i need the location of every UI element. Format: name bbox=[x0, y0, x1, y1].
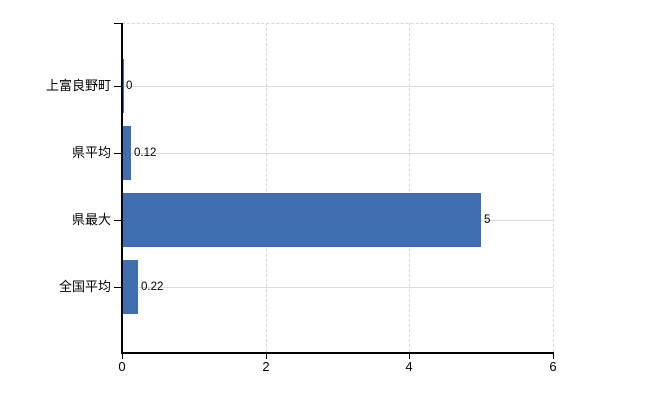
y-axis-label: 全国平均 bbox=[58, 279, 111, 294]
x-axis-label: 0 bbox=[118, 359, 126, 374]
x-axis-label: 2 bbox=[262, 359, 270, 374]
x-axis-tick bbox=[266, 352, 267, 359]
y-axis-label: 県最大 bbox=[71, 212, 111, 227]
bar bbox=[122, 260, 138, 314]
y-gridline bbox=[122, 153, 553, 154]
bar bbox=[122, 126, 131, 180]
x-axis-tick bbox=[122, 352, 123, 359]
y-axis-label: 県平均 bbox=[71, 145, 111, 160]
y-axis-tick bbox=[114, 287, 121, 288]
y-axis-tick bbox=[114, 153, 121, 154]
value-label: 5 bbox=[484, 214, 491, 226]
x-axis-line bbox=[121, 352, 554, 354]
y-gridline bbox=[122, 86, 553, 87]
bar bbox=[122, 193, 481, 247]
y-axis-tick bbox=[114, 220, 121, 221]
y-axis-tick bbox=[114, 86, 121, 87]
value-label: 0 bbox=[126, 80, 133, 92]
x-axis-label: 6 bbox=[549, 359, 557, 374]
x-gridline bbox=[266, 23, 267, 352]
x-axis-tick bbox=[553, 352, 554, 359]
y-axis-line bbox=[121, 23, 123, 354]
x-gridline bbox=[553, 23, 554, 352]
y-axis-tick bbox=[114, 23, 121, 24]
x-gridline bbox=[409, 23, 410, 352]
bar bbox=[122, 59, 124, 113]
y-gridline bbox=[122, 287, 553, 288]
x-axis-tick bbox=[409, 352, 410, 359]
y-axis-label: 上富良野町 bbox=[45, 78, 111, 93]
value-label: 0.12 bbox=[134, 147, 157, 159]
plot-top-border bbox=[122, 23, 553, 24]
x-axis-label: 4 bbox=[405, 359, 413, 374]
value-label: 0.22 bbox=[141, 281, 164, 293]
